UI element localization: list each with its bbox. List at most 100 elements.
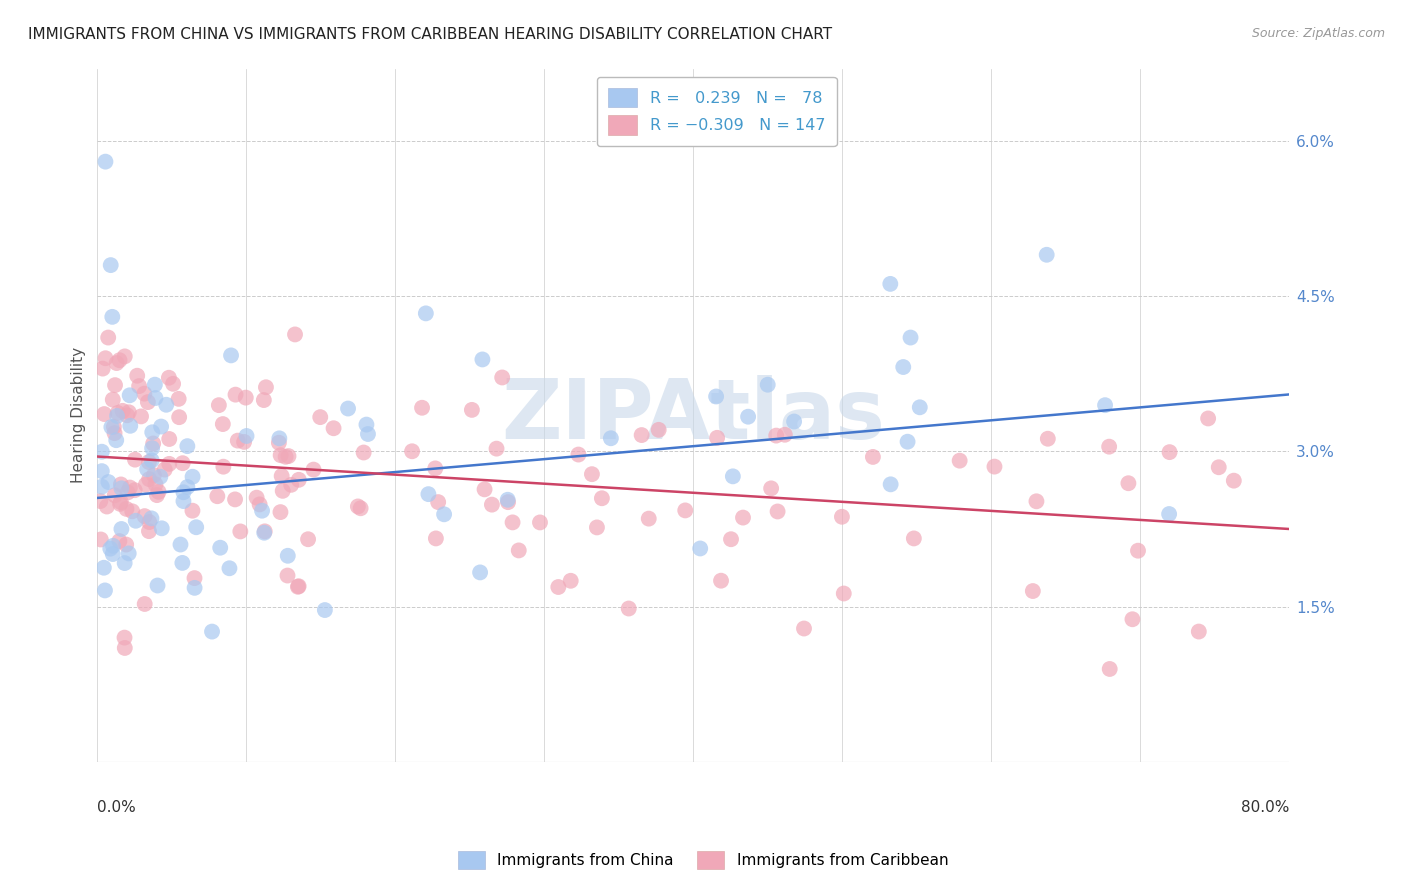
Point: [224, 492, 246, 507]
Point: [1022, 584, 1045, 599]
Point: [1098, 662, 1121, 676]
Point: [284, 327, 307, 342]
Point: [832, 586, 855, 600]
Point: [229, 524, 252, 539]
Point: [496, 495, 519, 509]
Point: [1098, 440, 1121, 454]
Point: [150, 419, 173, 434]
Point: [94, 351, 117, 366]
Point: [280, 478, 302, 492]
Point: [111, 404, 134, 418]
Point: [720, 533, 742, 547]
Point: [103, 426, 125, 441]
Point: [274, 450, 297, 464]
Point: [491, 370, 513, 384]
Point: [183, 581, 205, 595]
Point: [468, 566, 491, 580]
Point: [225, 387, 247, 401]
Point: [101, 539, 124, 553]
Point: [903, 532, 925, 546]
Point: [1121, 612, 1143, 626]
Point: [117, 485, 139, 500]
Point: [270, 448, 292, 462]
Point: [143, 377, 166, 392]
Point: [97, 330, 120, 344]
Point: [97, 475, 120, 489]
Point: [773, 427, 796, 442]
Point: [115, 537, 138, 551]
Point: [135, 477, 157, 491]
Point: [309, 410, 332, 425]
Point: [302, 462, 325, 476]
Legend: R =   0.239   N =   78, R = −0.309   N = 147: R = 0.239 N = 78, R = −0.309 N = 147: [598, 77, 837, 145]
Point: [125, 514, 148, 528]
Point: [502, 516, 524, 530]
Point: [150, 521, 173, 535]
Point: [110, 522, 132, 536]
Point: [891, 359, 914, 374]
Point: [1197, 411, 1219, 425]
Point: [591, 491, 613, 506]
Point: [647, 423, 669, 437]
Point: [793, 622, 815, 636]
Point: [100, 258, 122, 272]
Text: ZIPAtlas: ZIPAtlas: [501, 375, 886, 456]
Point: [900, 330, 922, 344]
Legend: Immigrants from China, Immigrants from Caribbean: Immigrants from China, Immigrants from C…: [451, 845, 955, 875]
Point: [254, 380, 277, 394]
Point: [1223, 474, 1246, 488]
Point: [1126, 543, 1149, 558]
Point: [110, 477, 132, 491]
Point: [138, 455, 160, 469]
Point: [157, 432, 180, 446]
Point: [115, 502, 138, 516]
Point: [108, 534, 131, 549]
Point: [183, 571, 205, 585]
Point: [357, 427, 380, 442]
Point: [146, 578, 169, 592]
Point: [219, 348, 242, 362]
Point: [246, 491, 269, 505]
Point: [637, 511, 659, 525]
Point: [710, 574, 733, 588]
Point: [105, 433, 128, 447]
Point: [759, 481, 782, 495]
Point: [1159, 445, 1181, 459]
Point: [322, 421, 344, 435]
Point: [253, 524, 276, 539]
Point: [1094, 398, 1116, 412]
Point: [91, 361, 114, 376]
Point: [114, 631, 136, 645]
Point: [250, 504, 273, 518]
Point: [110, 481, 132, 495]
Point: [149, 469, 172, 483]
Point: [249, 497, 271, 511]
Point: [433, 508, 456, 522]
Point: [1188, 624, 1211, 639]
Point: [617, 601, 640, 615]
Point: [226, 434, 249, 448]
Point: [167, 392, 190, 406]
Point: [630, 428, 652, 442]
Point: [93, 407, 115, 421]
Point: [103, 420, 125, 434]
Point: [162, 376, 184, 391]
Point: [862, 450, 884, 464]
Point: [211, 417, 233, 431]
Point: [142, 436, 165, 450]
Point: [94, 154, 117, 169]
Point: [766, 504, 789, 518]
Text: IMMIGRANTS FROM CHINA VS IMMIGRANTS FROM CARIBBEAN HEARING DISABILITY CORRELATIO: IMMIGRANTS FROM CHINA VS IMMIGRANTS FROM…: [28, 27, 832, 42]
Point: [349, 501, 371, 516]
Point: [337, 401, 360, 416]
Point: [153, 462, 176, 476]
Point: [157, 457, 180, 471]
Point: [129, 409, 152, 424]
Point: [114, 350, 136, 364]
Point: [157, 370, 180, 384]
Point: [207, 489, 229, 503]
Point: [879, 277, 901, 291]
Point: [176, 439, 198, 453]
Point: [276, 568, 298, 582]
Point: [425, 532, 447, 546]
